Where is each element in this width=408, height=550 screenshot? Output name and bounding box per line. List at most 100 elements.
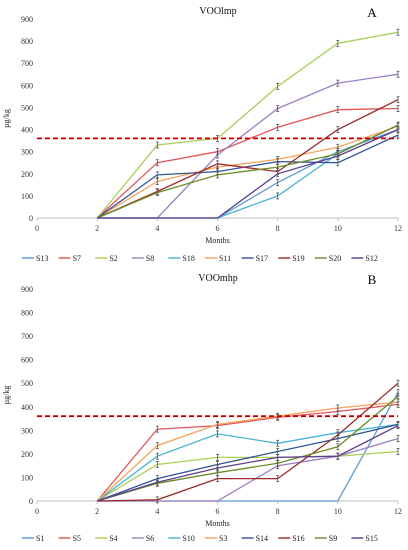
x-tick-label: 6: [216, 507, 220, 516]
legend-label: S16: [292, 534, 304, 543]
legend: S1 S5 S4 S6 S10 S3 S14 S16 S9 S15: [22, 534, 378, 543]
series-s15: [97, 422, 400, 502]
legend-label: S4: [109, 534, 117, 543]
series-s13: [97, 126, 400, 219]
series-line: [97, 129, 399, 219]
legend-item-s2: S2: [95, 254, 118, 263]
legend-item-s3: S3: [205, 534, 227, 543]
legend-item-s9: S9: [314, 534, 337, 543]
series-line: [96, 124, 399, 219]
chart-title: VOOlmp: [199, 6, 236, 17]
series-s18: [97, 121, 400, 219]
series-line: [96, 99, 399, 219]
legend-label: S9: [329, 534, 337, 543]
legend-item-s17: S17: [241, 254, 268, 263]
x-tick-label: 0: [35, 507, 39, 516]
series-line: [96, 423, 399, 502]
series-line: [97, 382, 399, 502]
y-tick-label: 300: [21, 148, 33, 157]
legend-item-s18: S18: [168, 254, 195, 263]
x-axis-title: Months: [205, 519, 229, 528]
series-s16: [97, 379, 400, 504]
series-line: [96, 125, 399, 219]
legend-label: S1: [36, 534, 44, 543]
y-tick-label: 900: [21, 15, 33, 24]
y-tick-label: 700: [21, 332, 33, 341]
y-tick-label: 600: [21, 356, 33, 365]
legend-label: S8: [146, 254, 154, 263]
y-tick-label: 400: [21, 126, 33, 135]
series-line: [97, 128, 399, 219]
series-s7: [96, 105, 400, 219]
legend-item-s16: S16: [278, 534, 305, 543]
legend-item-s6: S6: [131, 534, 154, 543]
panel-label: A: [367, 5, 377, 20]
x-tick-label: 8: [276, 224, 280, 233]
legend-item-s10: S10: [168, 534, 195, 543]
series-line: [97, 395, 399, 502]
x-tick-label: 10: [334, 507, 342, 516]
series-line: [96, 134, 399, 219]
chart-title: VOOmhp: [198, 273, 237, 284]
series-line: [96, 403, 399, 502]
legend-item-s19: S19: [278, 254, 305, 263]
series-s12: [97, 126, 400, 219]
y-tick-label: 300: [21, 426, 33, 435]
x-tick-label: 2: [95, 507, 99, 516]
legend-label: S6: [146, 534, 154, 543]
x-tick-label: 4: [155, 507, 159, 516]
legend-label: S5: [73, 534, 81, 543]
y-tick-label: 500: [21, 103, 33, 112]
y-tick-label: 600: [21, 81, 33, 90]
y-tick-label: 400: [21, 403, 33, 412]
legend-label: S20: [329, 254, 341, 263]
x-tick-label: 8: [276, 507, 280, 516]
legend-item-s8: S8: [131, 254, 154, 263]
series-line: [97, 425, 399, 502]
legend-item-s14: S14: [241, 534, 268, 543]
legend: S13 S7 S2 S8 S18 S11 S17 S19 S20 S12: [22, 254, 378, 263]
legend-label: S13: [36, 254, 48, 263]
legend-label: S3: [219, 534, 227, 543]
legend-label: S15: [365, 534, 377, 543]
y-tick-label: 200: [21, 170, 33, 179]
legend-item-s4: S4: [95, 534, 118, 543]
x-tick-label: 2: [95, 224, 99, 233]
legend-label: S19: [292, 254, 304, 263]
series-s2: [96, 28, 400, 219]
x-tick-label: 12: [394, 507, 402, 516]
legend-label: S2: [109, 254, 117, 263]
legend-label: S12: [365, 254, 377, 263]
chart-voomhp: VOOmhp B µg/kg Months 010020030040050060…: [2, 272, 402, 543]
y-tick-label: 900: [21, 285, 33, 294]
legend-item-s7: S7: [58, 254, 81, 263]
legend-label: S14: [256, 534, 268, 543]
x-tick-label: 6: [216, 224, 220, 233]
legend-label: S7: [73, 254, 81, 263]
x-tick-label: 0: [35, 224, 39, 233]
legend-item-s5: S5: [58, 534, 81, 543]
legend-item-s12: S12: [351, 254, 378, 263]
series-line: [96, 31, 399, 219]
legend-label: S17: [256, 254, 268, 263]
series-s20: [96, 121, 400, 219]
legend-label: S11: [219, 254, 231, 263]
legend-label: S10: [182, 534, 194, 543]
series-s4: [96, 448, 400, 502]
series-line: [96, 107, 399, 219]
y-tick-label: 100: [21, 192, 33, 201]
series-line: [96, 401, 399, 502]
x-tick-label: 10: [334, 224, 342, 233]
y-tick-label: 0: [29, 497, 33, 506]
y-tick-label: 700: [21, 59, 33, 68]
legend-item-s20: S20: [314, 254, 341, 263]
y-axis-title: µg/kg: [2, 109, 11, 128]
y-axis-title: µg/kg: [2, 386, 11, 405]
legend-item-s1: S1: [22, 534, 44, 543]
series-s3: [96, 398, 400, 502]
legend-item-s13: S13: [22, 254, 48, 263]
legend-item-s11: S11: [205, 254, 231, 263]
series-s17: [96, 131, 400, 219]
series-line: [97, 437, 399, 502]
